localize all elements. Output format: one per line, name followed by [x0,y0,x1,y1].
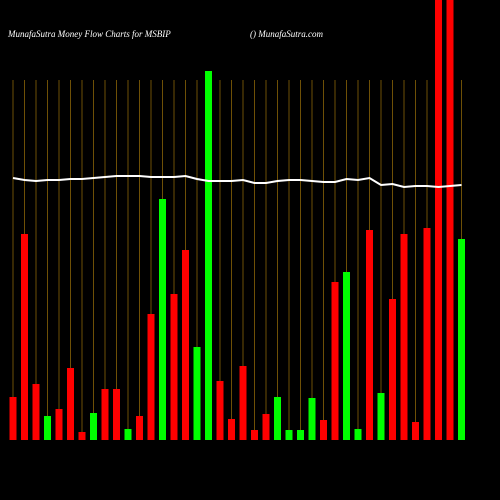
bar [216,381,224,440]
bar [331,282,339,440]
chart-subtitle: () MunafaSutra.com [250,29,323,39]
bar [366,230,373,440]
bar [412,422,419,440]
bar [124,429,132,440]
bar [9,397,17,440]
bar [297,430,304,440]
bar [377,393,385,440]
bar [101,389,109,440]
bar [435,0,442,440]
bar [320,420,327,440]
bar [251,430,258,440]
bar [458,239,465,440]
bar [423,228,431,440]
money-flow-line [12,174,462,189]
bar [32,384,40,440]
bar [308,398,316,440]
chart-title: MunafaSutra Money Flow Charts for MSBIP [7,29,171,39]
bar [55,409,63,440]
bar [274,397,281,440]
bar [182,250,189,440]
bar [389,299,396,440]
bar [228,419,235,440]
bar [90,413,97,440]
bar [343,272,350,440]
bar [78,432,86,440]
bar [159,199,166,440]
bar [170,294,178,440]
bar [354,429,362,440]
bar [21,234,28,440]
bar [193,347,201,440]
bar [67,368,74,440]
bar [113,389,120,440]
bar [205,71,212,440]
bar [136,416,143,440]
bar [147,314,155,440]
bar [446,0,454,440]
bar [239,366,247,440]
bar [44,416,51,440]
bar [285,430,293,440]
bar [400,234,408,440]
bar [262,414,270,440]
